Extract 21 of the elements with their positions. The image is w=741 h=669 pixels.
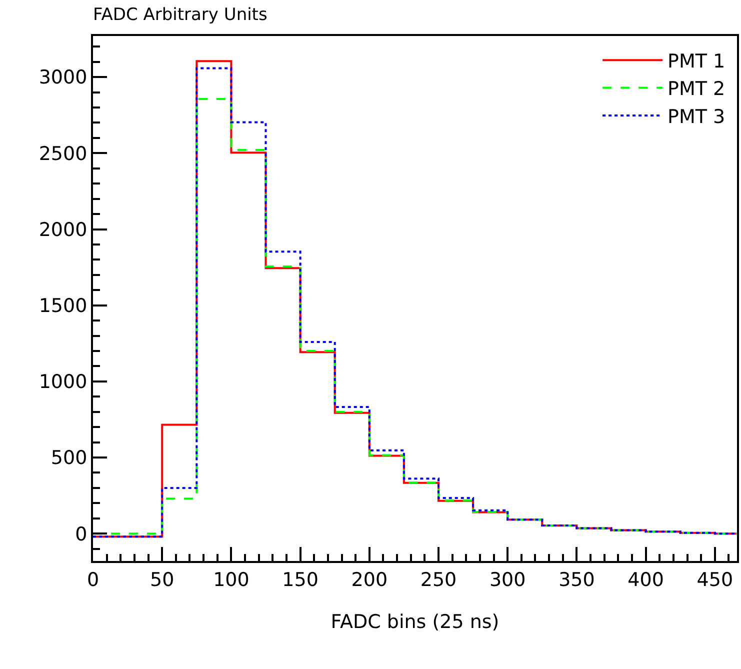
legend-label: PMT 1 bbox=[668, 50, 726, 73]
legend-label: PMT 3 bbox=[668, 106, 726, 128]
x-tick-label: 400 bbox=[628, 568, 664, 591]
x-tick-label: 250 bbox=[420, 568, 457, 591]
x-tick-label: 350 bbox=[558, 568, 595, 591]
y-tick-label: 2500 bbox=[38, 142, 88, 165]
x-tick-label: 300 bbox=[489, 568, 526, 591]
x-axis-title: FADC bins (25 ns) bbox=[330, 611, 500, 634]
legend-label: PMT 2 bbox=[668, 78, 726, 100]
y-tick-label: 0 bbox=[75, 523, 88, 546]
y-tick-label: 1000 bbox=[38, 371, 88, 394]
y-tick-label: 3000 bbox=[38, 66, 88, 89]
chart-title: FADC Arbitrary Units bbox=[93, 4, 268, 25]
y-tick-label: 1500 bbox=[38, 295, 88, 317]
y-tick-label: 500 bbox=[50, 447, 88, 470]
x-tick-label: 450 bbox=[696, 568, 734, 591]
x-tick-label: 100 bbox=[213, 568, 250, 591]
x-tick-label: 200 bbox=[351, 568, 388, 591]
x-tick-label: 150 bbox=[282, 568, 318, 591]
y-tick-label: 2000 bbox=[38, 218, 88, 241]
x-tick-label: 50 bbox=[150, 568, 174, 591]
